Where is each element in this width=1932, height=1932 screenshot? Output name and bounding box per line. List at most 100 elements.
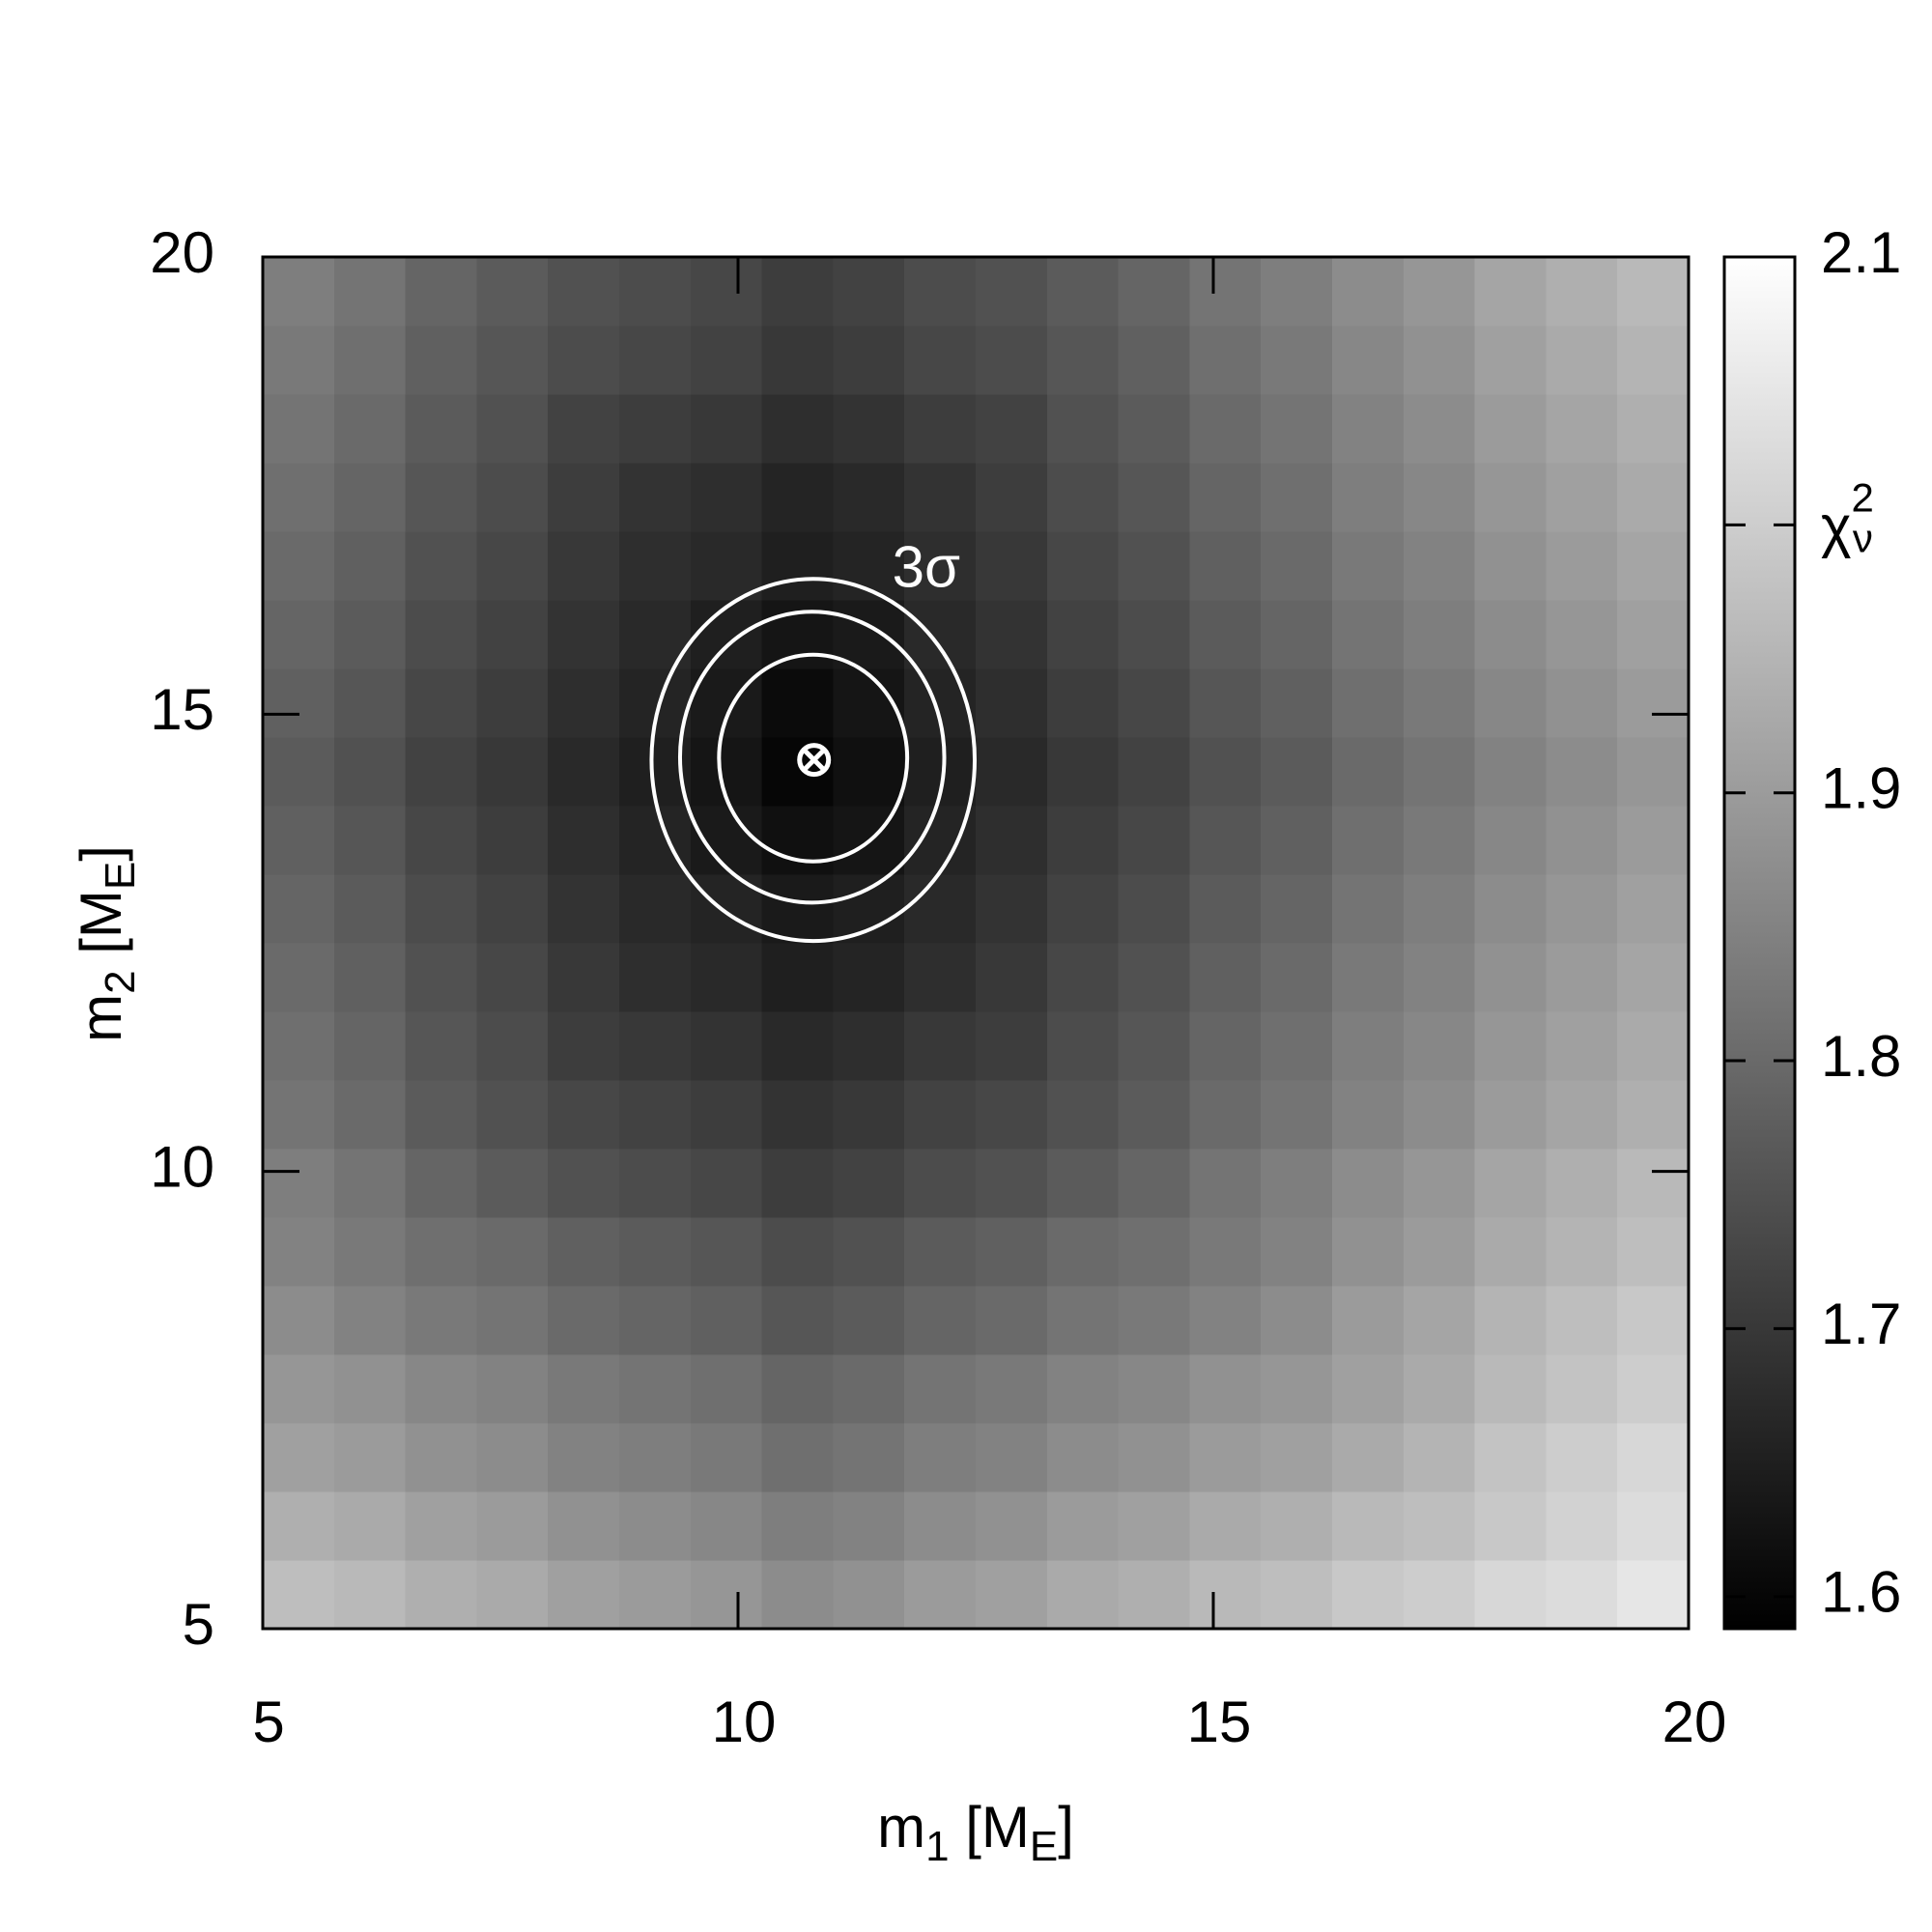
x-axis-label-part: 1 <box>925 1823 949 1870</box>
heatmap-cell <box>333 1286 407 1355</box>
heatmap-cell <box>976 1560 1048 1630</box>
heatmap-cell <box>1046 874 1120 944</box>
confidence-contour <box>717 652 910 864</box>
heatmap-cell <box>976 1354 1048 1424</box>
label-sub: ν <box>1853 515 1873 560</box>
heatmap-cell <box>690 600 763 669</box>
heatmap-cell <box>761 1354 834 1424</box>
heatmap-cell <box>548 531 620 601</box>
heatmap-cell <box>619 1149 692 1218</box>
heatmap-cell <box>263 1149 335 1218</box>
heatmap-cell <box>1474 531 1547 601</box>
heatmap-cell <box>548 943 620 1012</box>
heatmap-cell <box>1332 1423 1405 1492</box>
heatmap-cell <box>405 394 477 464</box>
heatmap-cell <box>476 531 549 601</box>
heatmap-cell <box>904 806 977 875</box>
heatmap-cell <box>1046 394 1120 464</box>
y-axis-label-part: m <box>69 994 133 1042</box>
heatmap-cell <box>833 737 905 807</box>
heatmap-cell <box>548 737 620 807</box>
x-tick-label: 15 <box>1187 1690 1252 1754</box>
heatmap-cell <box>1403 1423 1476 1492</box>
heatmap-cell <box>1546 394 1618 464</box>
heatmap-cell <box>761 463 834 532</box>
heatmap-cell <box>761 257 834 327</box>
heatmap-cell <box>833 1492 905 1561</box>
heatmap-cell <box>833 1354 905 1424</box>
heatmap-cell <box>833 326 905 395</box>
heatmap-cell <box>1189 463 1262 532</box>
heatmap-cell <box>761 874 834 944</box>
heatmap-cell <box>1546 874 1618 944</box>
heatmap-cell <box>405 1354 477 1424</box>
heatmap-cell <box>1189 943 1262 1012</box>
heatmap-cell <box>1546 1560 1618 1630</box>
heatmap-cell <box>976 1149 1048 1218</box>
heatmap-cell <box>1189 668 1262 738</box>
y-axis-label-part: E <box>97 862 144 890</box>
heatmap-cell <box>1189 1217 1262 1287</box>
heatmap-cell <box>1332 806 1405 875</box>
heatmap-cell <box>976 326 1048 395</box>
heatmap-cell <box>548 1286 620 1355</box>
heatmap-cell <box>1474 737 1547 807</box>
heatmap-cell <box>1189 257 1262 327</box>
heatmap-cell <box>1403 463 1476 532</box>
heatmap-cell <box>548 394 620 464</box>
heatmap-cell <box>1403 668 1476 738</box>
label-base: χ <box>1821 494 1852 558</box>
heatmap-cell <box>761 1011 834 1081</box>
heatmap-cell <box>476 1011 549 1081</box>
heatmap-cell <box>1189 531 1262 601</box>
best-fit-cross <box>803 749 825 771</box>
heatmap-cell <box>904 257 977 327</box>
heatmap-cell <box>1261 463 1333 532</box>
heatmap-cell <box>1332 531 1405 601</box>
heatmap-cell <box>1403 737 1476 807</box>
heatmap-cell <box>761 394 834 464</box>
heatmap-cell <box>333 668 407 738</box>
heatmap-cell <box>833 1560 905 1630</box>
heatmap-cell <box>1189 326 1262 395</box>
heatmap-cell <box>1261 326 1333 395</box>
heatmap-cell <box>761 1423 834 1492</box>
heatmap-cell <box>1546 943 1618 1012</box>
heatmap-cell <box>476 1217 549 1287</box>
heatmap-cell <box>263 1560 335 1630</box>
heatmap-cell <box>833 1011 905 1081</box>
heatmap-cell <box>1474 326 1547 395</box>
heatmap-cell <box>333 1354 407 1424</box>
x-tick-label: 5 <box>252 1690 284 1754</box>
heatmap-cell <box>1261 1217 1333 1287</box>
heatmap-cell <box>548 1354 620 1424</box>
heatmap-cell <box>761 1217 834 1287</box>
heatmap-cell <box>1332 394 1405 464</box>
heatmap-cell <box>333 257 407 327</box>
heatmap-cell <box>619 1286 692 1355</box>
heatmap-cell <box>405 1080 477 1150</box>
colorbar-tick-label: 1.6 <box>1821 1560 1901 1625</box>
heatmap-cell <box>761 1080 834 1150</box>
heatmap-cell <box>1118 1492 1190 1561</box>
heatmap-cell <box>1118 394 1190 464</box>
y-tick-label: 5 <box>183 1592 214 1657</box>
heatmap-cell <box>1617 326 1690 395</box>
heatmap-cell <box>976 257 1048 327</box>
heatmap-cell <box>619 874 692 944</box>
heatmap-cell <box>761 1149 834 1218</box>
heatmap-cell <box>1617 1423 1690 1492</box>
heatmap-cell <box>1546 1149 1618 1218</box>
heatmap-cell <box>1546 531 1618 601</box>
heatmap-cell <box>1474 463 1547 532</box>
heatmap-cell <box>1617 1080 1690 1150</box>
heatmap-cell <box>1617 1011 1690 1081</box>
heatmap-cell <box>263 1217 335 1287</box>
heatmap-cell <box>690 326 763 395</box>
heatmap-cell <box>1046 737 1120 807</box>
heatmap-cell <box>1474 668 1547 738</box>
heatmap-cell <box>761 806 834 875</box>
heatmap-cell <box>1046 1080 1120 1150</box>
heatmap-cell <box>1189 1560 1262 1630</box>
heatmap-cell <box>1046 1492 1120 1561</box>
